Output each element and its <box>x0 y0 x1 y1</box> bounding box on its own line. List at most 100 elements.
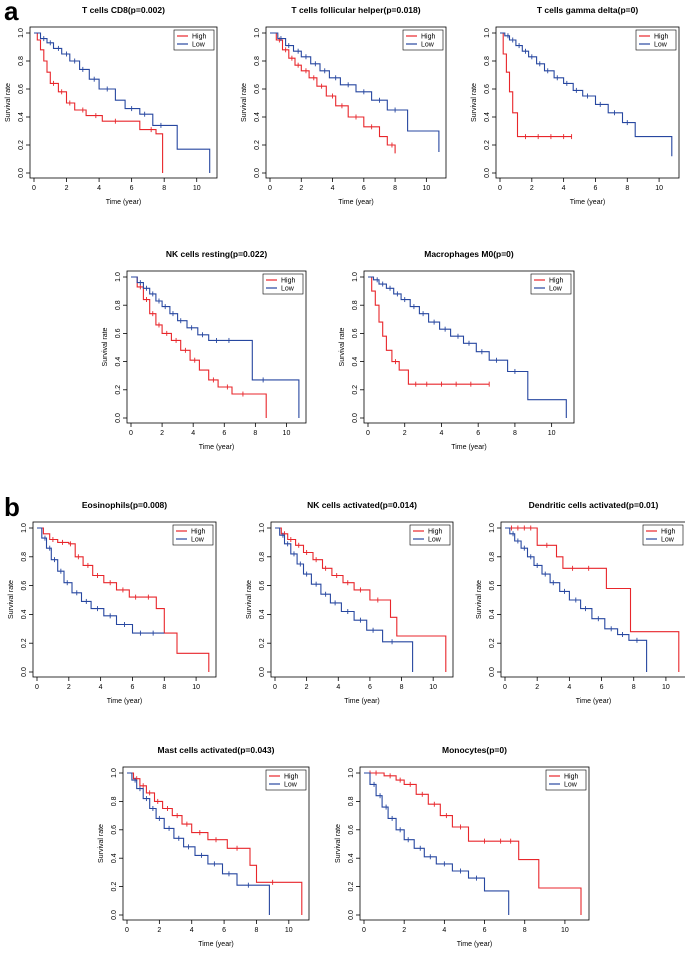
legend-label-low: Low <box>281 286 295 293</box>
chart-title: T cells gamma delta(p=0) <box>537 5 638 15</box>
y-tick-label: 0.2 <box>254 140 261 150</box>
panel-label-a: a <box>4 0 19 26</box>
legend-label-low: Low <box>654 42 668 49</box>
y-tick-label: 0.8 <box>254 56 261 66</box>
y-tick-label: 0.0 <box>115 413 122 423</box>
y-tick-label: 0.8 <box>111 796 118 806</box>
survival-curve-high <box>275 527 447 672</box>
x-tick-label: 6 <box>222 927 226 934</box>
x-axis-label: Time (year) <box>344 698 380 705</box>
legend-box <box>635 29 677 51</box>
y-tick-label: 0.2 <box>259 638 266 648</box>
plot-frame <box>495 26 680 179</box>
chart-title: NK cells activated(p=0.014) <box>307 500 417 510</box>
legend-label-high: High <box>192 34 207 41</box>
y-axis-label: Survival rate <box>241 83 248 122</box>
x-tick-label: 10 <box>193 185 201 192</box>
survival-curve-high <box>270 32 396 154</box>
km-chart-4: NK cells resting(p=0.022) 0 2 4 6 8 10 Time (ye… <box>102 249 307 451</box>
chart-title: Monocytes(p=0) <box>442 745 507 755</box>
x-tick-label: 6 <box>368 684 372 691</box>
y-tick-label: 0.0 <box>254 168 261 178</box>
survival-curve-low <box>270 32 440 152</box>
x-tick-label: 2 <box>402 927 406 934</box>
chart-title: Macrophages M0(p=0) <box>424 249 514 259</box>
legend-label-high: High <box>428 529 443 536</box>
x-tick-label: 0 <box>498 185 502 192</box>
x-tick-label: 8 <box>625 185 629 192</box>
chart-title: Eosinophils(p=0.008) <box>82 500 167 510</box>
y-axis-label: Survival rate <box>476 580 483 619</box>
legend-label-high: High <box>564 774 579 781</box>
x-tick-label: 6 <box>362 185 366 192</box>
y-tick-label: 0.8 <box>18 56 25 66</box>
plot-frame <box>32 521 217 678</box>
x-tick-label: 0 <box>503 684 507 691</box>
y-tick-label: 0.2 <box>489 638 496 648</box>
x-tick-label: 8 <box>523 927 527 934</box>
y-tick-label: 0.2 <box>21 638 28 648</box>
x-tick-label: 2 <box>305 684 309 691</box>
y-tick-label: 1.0 <box>18 28 25 38</box>
x-axis-label: Time (year) <box>338 199 374 206</box>
y-tick-label: 0.8 <box>21 552 28 562</box>
x-tick-label: 2 <box>67 684 71 691</box>
plot-frame <box>126 270 307 424</box>
x-tick-label: 4 <box>191 430 195 437</box>
y-tick-label: 1.0 <box>484 28 491 38</box>
y-tick-label: 0.2 <box>348 882 355 892</box>
chart-title: T cells CD8(p=0.002) <box>82 5 165 15</box>
y-tick-label: 0.8 <box>484 56 491 66</box>
x-tick-label: 10 <box>429 684 437 691</box>
x-tick-label: 6 <box>130 185 134 192</box>
y-tick-label: 0.8 <box>115 300 122 310</box>
x-tick-label: 4 <box>336 684 340 691</box>
survival-curve-high <box>505 527 680 672</box>
plot-frame <box>363 270 575 424</box>
y-tick-label: 0.4 <box>489 609 496 619</box>
x-tick-label: 6 <box>222 430 226 437</box>
y-tick-label: 0.0 <box>489 667 496 677</box>
x-tick-label: 4 <box>562 185 566 192</box>
legend-label-low: Low <box>549 286 563 293</box>
y-tick-label: 0.4 <box>484 112 491 122</box>
km-chart-1: T cells CD8(p=0.002) 0 2 4 6 8 10 Time (year) 0.… <box>5 5 218 206</box>
y-tick-label: 0.6 <box>18 84 25 94</box>
y-tick-label: 0.6 <box>259 581 266 591</box>
survival-curve-low <box>364 772 510 915</box>
survival-curve-high <box>37 527 210 672</box>
survival-curve-high <box>34 32 164 173</box>
y-tick-label: 0.8 <box>489 552 496 562</box>
x-tick-label: 2 <box>535 684 539 691</box>
y-tick-label: 0.0 <box>21 667 28 677</box>
y-tick-label: 0.8 <box>259 552 266 562</box>
y-tick-label: 0.2 <box>18 140 25 150</box>
chart-title: NK cells resting(p=0.022) <box>166 249 268 259</box>
legend-label-low: Low <box>421 42 435 49</box>
x-tick-label: 4 <box>440 430 444 437</box>
survival-curve-low <box>500 32 673 157</box>
x-tick-label: 10 <box>192 684 200 691</box>
x-tick-label: 4 <box>331 185 335 192</box>
km-chart-10: Monocytes(p=0) 0 2 4 6 8 10 Time (year) 0.0 0.2 0.… <box>335 745 590 948</box>
legend-label-low: Low <box>564 782 578 789</box>
y-tick-label: 1.0 <box>21 523 28 533</box>
x-axis-label: Time (year) <box>198 941 234 948</box>
x-tick-label: 6 <box>131 684 135 691</box>
legend-label-high: High <box>281 278 296 285</box>
y-axis-label: Survival rate <box>246 580 253 619</box>
y-tick-label: 0.4 <box>21 609 28 619</box>
x-axis-label: Time (year) <box>570 199 606 206</box>
x-axis-label: Time (year) <box>576 698 612 705</box>
y-tick-label: 0.6 <box>489 581 496 591</box>
y-tick-label: 0.6 <box>115 328 122 338</box>
km-chart-2: T cells follicular helper(p=0.018) 0 2 4 6 8 1… <box>241 5 447 206</box>
y-tick-label: 0.4 <box>348 853 355 863</box>
x-tick-label: 10 <box>422 185 430 192</box>
y-tick-label: 0.4 <box>115 357 122 367</box>
km-chart-6: Eosinophils(p=0.008) 0 2 4 6 8 10 Time (year) 0.… <box>8 500 217 705</box>
y-axis-label: Survival rate <box>98 824 105 863</box>
y-tick-label: 0.2 <box>111 882 118 892</box>
x-tick-label: 0 <box>35 684 39 691</box>
legend-label-high: High <box>654 34 669 41</box>
